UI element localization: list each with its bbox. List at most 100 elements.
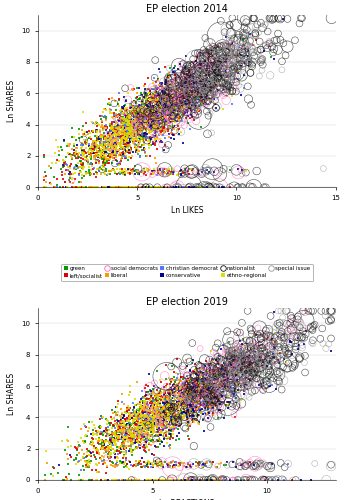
- Point: [191, 92, 197, 100]
- Point: [133, 134, 138, 142]
- Point: [75, 443, 80, 451]
- Point: [173, 436, 179, 444]
- Point: [140, 431, 146, 439]
- Point: [113, 110, 119, 118]
- Point: [160, 476, 165, 484]
- Point: [117, 146, 122, 154]
- Point: [162, 101, 168, 109]
- Point: [221, 347, 226, 355]
- Point: [211, 402, 217, 409]
- Point: [120, 166, 125, 174]
- Point: [84, 140, 89, 148]
- Point: [148, 170, 154, 178]
- Point: [64, 436, 70, 444]
- Point: [242, 44, 247, 52]
- Point: [147, 476, 153, 484]
- Point: [106, 136, 112, 143]
- Point: [175, 398, 181, 406]
- Point: [170, 100, 176, 108]
- Point: [113, 436, 119, 444]
- Point: [231, 54, 236, 62]
- Point: [169, 406, 175, 414]
- Point: [106, 130, 111, 138]
- Point: [198, 183, 203, 191]
- Point: [221, 366, 226, 374]
- Point: [84, 448, 90, 456]
- Point: [107, 420, 112, 428]
- Point: [260, 24, 265, 32]
- Point: [192, 412, 197, 420]
- Point: [119, 126, 124, 134]
- Point: [210, 366, 215, 374]
- Point: [124, 476, 130, 484]
- Point: [191, 101, 197, 109]
- Point: [224, 383, 229, 391]
- Point: [138, 464, 144, 471]
- Point: [179, 82, 185, 90]
- Point: [200, 463, 206, 471]
- Point: [163, 399, 169, 407]
- Point: [175, 386, 180, 394]
- Point: [127, 114, 133, 122]
- Point: [250, 48, 256, 56]
- Point: [90, 126, 95, 134]
- Point: [97, 140, 103, 148]
- Point: [155, 407, 161, 415]
- Point: [162, 82, 167, 90]
- Point: [156, 115, 162, 123]
- Point: [138, 108, 144, 116]
- Point: [191, 101, 197, 109]
- Point: [191, 368, 197, 376]
- Point: [201, 476, 206, 484]
- Point: [219, 386, 225, 394]
- Point: [257, 460, 262, 468]
- Point: [163, 413, 168, 421]
- Point: [158, 113, 164, 121]
- Point: [143, 401, 148, 409]
- Point: [174, 432, 179, 440]
- Point: [205, 60, 211, 68]
- Point: [205, 476, 211, 484]
- Point: [132, 116, 137, 124]
- Point: [164, 402, 170, 409]
- Point: [234, 370, 239, 378]
- Point: [152, 114, 157, 122]
- Point: [137, 431, 143, 439]
- Point: [105, 436, 111, 444]
- Point: [156, 412, 162, 420]
- Point: [171, 104, 176, 112]
- Point: [98, 150, 103, 158]
- Point: [151, 458, 156, 466]
- Point: [296, 333, 302, 341]
- Point: [231, 399, 237, 407]
- Point: [179, 383, 184, 391]
- Point: [121, 124, 127, 132]
- Point: [193, 67, 199, 75]
- Point: [138, 92, 144, 100]
- Point: [83, 138, 88, 146]
- Point: [84, 136, 89, 143]
- Point: [101, 158, 107, 166]
- Point: [68, 174, 73, 182]
- Point: [194, 406, 200, 414]
- Point: [180, 81, 185, 89]
- Point: [174, 183, 179, 191]
- Point: [174, 476, 180, 484]
- Point: [173, 87, 179, 95]
- Point: [215, 384, 221, 392]
- Point: [106, 426, 111, 434]
- Point: [207, 38, 212, 46]
- Point: [154, 110, 159, 118]
- Point: [196, 404, 201, 411]
- Point: [146, 440, 152, 448]
- Point: [94, 468, 99, 476]
- Point: [198, 88, 204, 96]
- Point: [167, 462, 172, 470]
- Point: [69, 124, 74, 132]
- Point: [191, 476, 197, 484]
- Point: [244, 348, 249, 356]
- Point: [147, 110, 153, 118]
- Point: [201, 394, 207, 402]
- Point: [157, 408, 163, 416]
- Point: [172, 126, 177, 134]
